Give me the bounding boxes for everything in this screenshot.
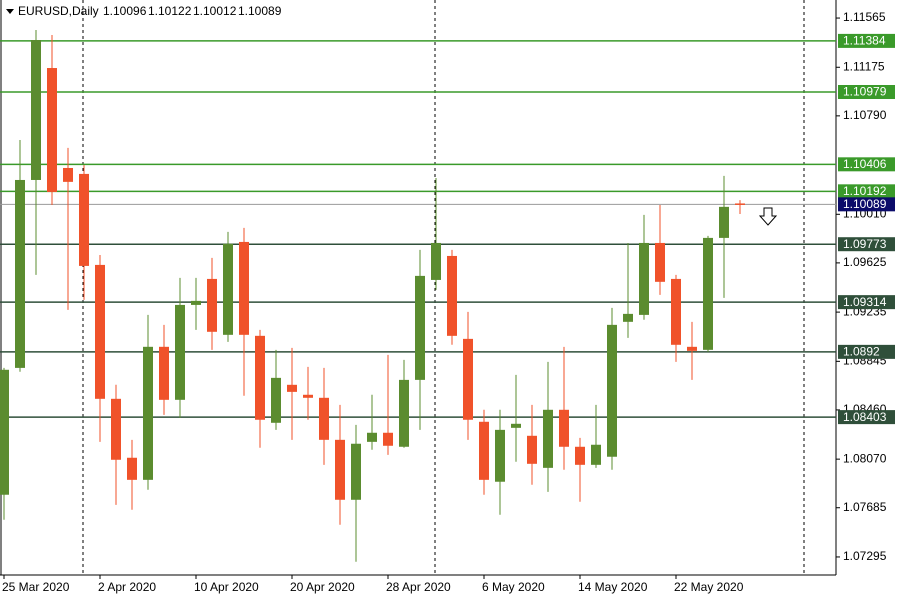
candle-body bbox=[463, 338, 473, 420]
candle-body bbox=[335, 439, 345, 500]
x-tick-label: 20 Apr 2020 bbox=[290, 580, 355, 594]
candle-body bbox=[543, 409, 553, 468]
candle-body bbox=[159, 346, 169, 400]
y-tick-label: 1.11175 bbox=[843, 59, 885, 73]
price-label-box bbox=[838, 197, 895, 212]
x-tick-label: 14 May 2020 bbox=[578, 580, 648, 594]
candle-body bbox=[639, 242, 649, 315]
candle-body bbox=[623, 313, 633, 322]
candle-body bbox=[175, 304, 185, 400]
level-label-box bbox=[838, 410, 895, 425]
candle-body bbox=[31, 40, 41, 180]
candle-body bbox=[687, 346, 697, 351]
y-tick-label: 1.09625 bbox=[843, 255, 887, 269]
menu-triangle[interactable] bbox=[6, 9, 14, 14]
candle-body bbox=[95, 264, 105, 399]
level-label-box bbox=[838, 184, 895, 199]
candle-body bbox=[287, 384, 297, 392]
candle-body bbox=[703, 237, 713, 350]
candle-body bbox=[367, 432, 377, 442]
y-tick-label: 1.07685 bbox=[843, 500, 887, 514]
level-label: 1.09314 bbox=[843, 295, 887, 309]
candle-body bbox=[271, 377, 281, 423]
candle-body bbox=[495, 429, 505, 482]
candle-body bbox=[719, 206, 729, 238]
candle-body bbox=[0, 369, 9, 495]
candle-body bbox=[671, 278, 681, 345]
candle-body bbox=[239, 241, 249, 335]
level-label: 1.09773 bbox=[843, 237, 887, 251]
candle-body bbox=[207, 278, 217, 332]
candle-body bbox=[735, 203, 745, 205]
level-label-box bbox=[838, 295, 895, 310]
level-label-box bbox=[838, 344, 895, 359]
candle-body bbox=[447, 255, 457, 336]
y-tick-label: 1.08070 bbox=[843, 451, 887, 465]
candle-body bbox=[399, 379, 409, 447]
candle-body bbox=[431, 242, 441, 280]
level-label-box bbox=[838, 157, 895, 172]
header-low: 1.10012 bbox=[193, 4, 237, 18]
candle-body bbox=[607, 324, 617, 457]
candle-body bbox=[655, 242, 665, 282]
candle-body bbox=[511, 423, 521, 428]
candle-body bbox=[319, 397, 329, 440]
candle-body bbox=[479, 421, 489, 480]
x-tick-label: 28 Apr 2020 bbox=[386, 580, 451, 594]
x-tick-label: 25 Mar 2020 bbox=[2, 580, 70, 594]
candle-body bbox=[591, 444, 601, 465]
sell-arrow-icon bbox=[758, 207, 778, 226]
candle-body bbox=[559, 409, 569, 447]
candle-body bbox=[383, 432, 393, 446]
level-label: 1.0892 bbox=[843, 345, 880, 359]
level-label-box bbox=[838, 85, 895, 100]
candle-body bbox=[143, 346, 153, 480]
candle-body bbox=[415, 275, 425, 380]
level-label: 1.10192 bbox=[843, 184, 887, 198]
candle-body bbox=[351, 443, 361, 500]
header-close: 1.10089 bbox=[238, 4, 282, 18]
candle-body bbox=[303, 394, 313, 398]
chart-title: EURUSD,Daily bbox=[18, 4, 99, 18]
header-high: 1.10122 bbox=[148, 4, 192, 18]
y-tick-label: 1.07295 bbox=[843, 549, 887, 563]
candle-body bbox=[127, 457, 137, 480]
candle-body bbox=[255, 335, 265, 420]
header-open: 1.10096 bbox=[103, 4, 147, 18]
candle-body bbox=[527, 435, 537, 464]
x-tick-label: 10 Apr 2020 bbox=[194, 580, 259, 594]
candle-body bbox=[111, 398, 121, 460]
level-label-box bbox=[838, 237, 895, 252]
candle-body bbox=[191, 300, 201, 305]
x-tick-label: 2 Apr 2020 bbox=[98, 580, 156, 594]
candle-body bbox=[575, 446, 585, 465]
candle-body bbox=[15, 179, 25, 368]
y-tick-label: 1.11565 bbox=[843, 10, 886, 24]
x-tick-label: 6 May 2020 bbox=[482, 580, 545, 594]
level-label-box bbox=[838, 33, 895, 48]
candle-body bbox=[223, 243, 233, 335]
level-label: 1.08403 bbox=[843, 410, 887, 424]
level-label: 1.10406 bbox=[843, 157, 887, 171]
price-label: 1.10089 bbox=[843, 197, 887, 211]
candle-body bbox=[47, 68, 57, 192]
level-label: 1.11384 bbox=[843, 34, 886, 48]
candle-body bbox=[79, 173, 89, 266]
candle-body bbox=[63, 167, 73, 182]
level-label: 1.10979 bbox=[843, 85, 887, 99]
x-tick-label: 22 May 2020 bbox=[674, 580, 744, 594]
y-tick-label: 1.10790 bbox=[843, 108, 887, 122]
